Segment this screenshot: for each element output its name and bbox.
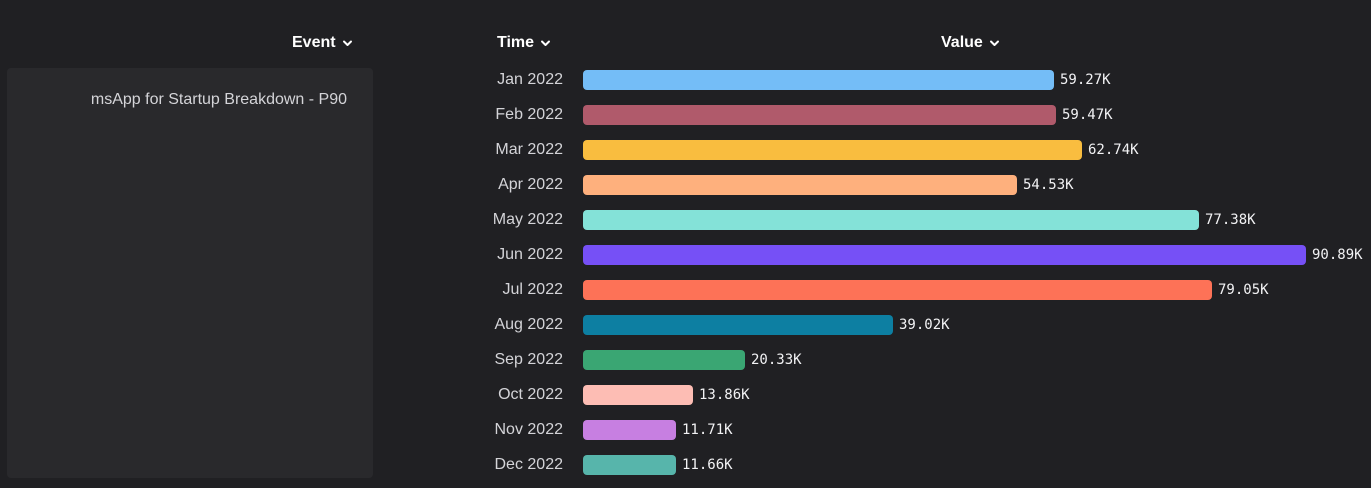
time-header-label: Time: [497, 34, 535, 51]
event-column-header[interactable]: Event: [292, 33, 353, 53]
bar[interactable]: [583, 280, 1212, 300]
time-label: Apr 2022: [498, 176, 563, 193]
chevron-down-icon: [342, 40, 352, 46]
bar[interactable]: [583, 315, 893, 335]
bar-value-label: 39.02K: [899, 317, 950, 333]
bar[interactable]: [583, 175, 1017, 195]
bar-value-label: 11.66K: [682, 457, 733, 473]
bar[interactable]: [583, 210, 1199, 230]
bar[interactable]: [583, 350, 745, 370]
time-label: Sep 2022: [494, 351, 563, 368]
bar-value-label: 11.71K: [682, 422, 733, 438]
bar[interactable]: [583, 105, 1056, 125]
time-label: Jun 2022: [497, 246, 563, 263]
time-label: Aug 2022: [494, 316, 563, 333]
time-label: May 2022: [492, 211, 563, 228]
value-column-header[interactable]: Value: [941, 33, 1000, 53]
bar[interactable]: [583, 385, 693, 405]
bar-value-label: 59.47K: [1062, 107, 1113, 123]
bar-value-label: 54.53K: [1023, 177, 1074, 193]
chevron-down-icon: [989, 40, 999, 46]
bar[interactable]: [583, 455, 676, 475]
bar[interactable]: [583, 245, 1306, 265]
bar-value-label: 79.05K: [1218, 282, 1269, 298]
value-header-label: Value: [941, 34, 983, 51]
bar-value-label: 13.86K: [699, 387, 750, 403]
bar-value-label: 59.27K: [1060, 72, 1111, 88]
bar-value-label: 62.74K: [1088, 142, 1139, 158]
bar-value-label: 90.89K: [1312, 247, 1363, 263]
time-label: Mar 2022: [495, 141, 563, 158]
event-panel: msApp for Startup Breakdown - P90: [7, 68, 373, 478]
bar-value-label: 20.33K: [751, 352, 802, 368]
time-column-header[interactable]: Time: [497, 33, 551, 53]
event-label: msApp for Startup Breakdown - P90: [90, 91, 347, 108]
event-header-label: Event: [292, 34, 336, 51]
bar[interactable]: [583, 420, 676, 440]
time-label: Dec 2022: [494, 456, 564, 473]
time-label: Jul 2022: [502, 281, 564, 298]
time-label: Feb 2022: [495, 106, 563, 123]
time-label: Nov 2022: [494, 421, 564, 438]
bar[interactable]: [583, 140, 1082, 160]
time-label: Jan 2022: [497, 71, 563, 88]
bar[interactable]: [583, 70, 1054, 90]
time-label: Oct 2022: [498, 386, 563, 403]
chevron-down-icon: [541, 40, 551, 46]
bar-value-label: 77.38K: [1205, 212, 1256, 228]
